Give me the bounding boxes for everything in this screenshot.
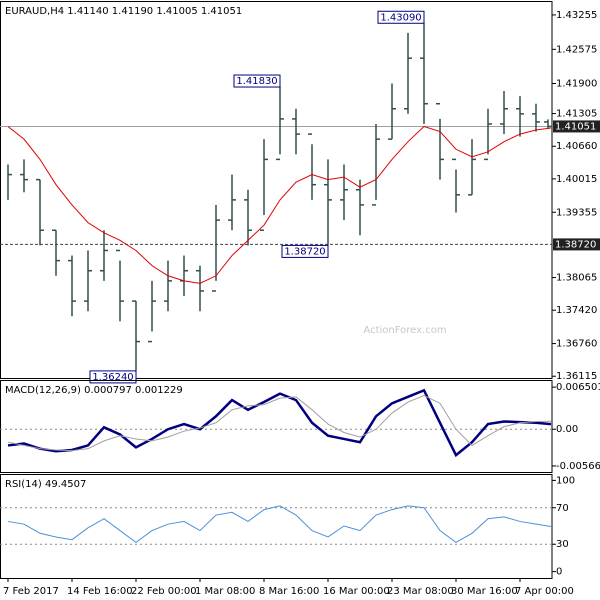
panel-frame <box>0 474 553 579</box>
annotation-box <box>281 244 329 258</box>
x-tick-label: 14 Feb 16:00 <box>67 586 133 597</box>
series-line <box>7 388 552 458</box>
annotation-label: 1.41830 <box>236 76 277 87</box>
y-tick-label: 0.00 <box>556 424 578 435</box>
annotation-label: 1.36240 <box>92 372 133 383</box>
y-tick-label: 1.38065 <box>556 273 597 284</box>
y-tick-label: 1.43255 <box>556 10 597 21</box>
panel-title: RSI(14) 49.4507 <box>5 479 86 490</box>
x-tick-label: 7 Feb 2017 <box>3 586 59 597</box>
annotation-box <box>89 370 137 384</box>
y-tick-label: 0 <box>556 567 562 578</box>
y-tick-label: 30 <box>556 539 569 550</box>
price-label-box <box>553 120 600 133</box>
annotation-box <box>233 74 281 88</box>
x-tick-label: 22 Feb 00:00 <box>131 586 197 597</box>
series-line <box>7 505 552 544</box>
x-tick-label: 1 Mar 08:00 <box>195 586 255 597</box>
x-tick-label: 23 Mar 08:00 <box>387 586 454 597</box>
watermark: ActionForex.com <box>363 325 446 336</box>
y-tick-label: 70 <box>556 503 569 514</box>
price-label: 1.41051 <box>555 121 596 132</box>
y-tick-label: 1.42575 <box>556 44 597 55</box>
annotation-label: 1.38720 <box>284 246 325 257</box>
annotation-label: 1.43090 <box>380 12 421 23</box>
y-tick-label: 1.36760 <box>556 339 597 350</box>
y-tick-label: 1.41305 <box>556 109 597 120</box>
y-tick-label: 100 <box>556 475 575 486</box>
panel-frame <box>0 380 553 473</box>
moving-average <box>7 125 552 284</box>
y-tick-label: 1.37420 <box>556 305 597 316</box>
y-tick-label: -0.005666 <box>556 461 600 472</box>
annotation-box <box>377 10 425 24</box>
price-label-box <box>553 238 600 251</box>
panel-title: MACD(12,26,9) 0.000797 0.001229 <box>5 385 183 396</box>
x-tick-label: 8 Mar 16:00 <box>259 586 319 597</box>
panel-frame <box>0 1 553 379</box>
x-tick-label: 16 Mar 00:00 <box>323 586 390 597</box>
x-tick-label: 7 Apr 00:00 <box>515 586 574 597</box>
y-tick-label: 0.006501 <box>556 382 600 393</box>
price-label: 1.38720 <box>555 239 596 250</box>
y-tick-label: 1.36115 <box>556 371 597 382</box>
series-line <box>7 395 552 452</box>
panel-title: EURAUD,H4 1.41140 1.41190 1.41005 1.4105… <box>5 6 242 17</box>
y-tick-label: 1.39355 <box>556 207 597 218</box>
y-tick-label: 1.41900 <box>556 78 597 89</box>
y-tick-label: 1.40660 <box>556 141 597 152</box>
x-tick-label: 30 Mar 16:00 <box>451 586 518 597</box>
y-tick-label: 1.40015 <box>556 174 597 185</box>
